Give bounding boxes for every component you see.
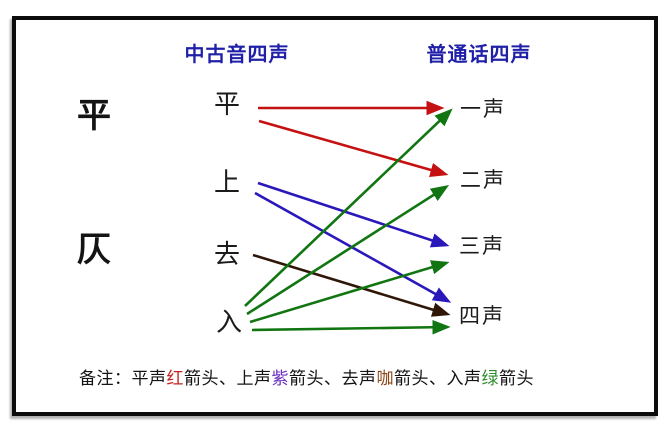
mandarin-tone-tone4: 四声: [459, 304, 505, 328]
note-segment-7: 绿: [481, 369, 499, 388]
label-ze-oblique-tone: 仄: [77, 232, 111, 269]
mandarin-tone-tone2: 二声: [460, 168, 506, 192]
mandarin-tone-tone3: 三声: [459, 234, 505, 258]
note-segment-8: 箭头: [499, 369, 534, 388]
arrow-去-to-四声: [252, 253, 451, 317]
note-segment-0: 备注：平声: [79, 369, 167, 388]
arrow-入-to-一声: [244, 108, 453, 307]
middle-tone-ping: 平: [214, 90, 241, 119]
note-segment-1: 红: [166, 369, 184, 388]
note-segment-5: 咖: [376, 369, 394, 388]
header-mandarin-tones: 普通话四声: [426, 44, 532, 66]
note-segment-3: 紫: [271, 369, 289, 388]
arrow-上-to-三声: [257, 181, 450, 248]
middle-tone-shang: 上: [214, 168, 241, 197]
note-segment-6: 箭头、入声: [394, 369, 482, 388]
header-middle-chinese-tones: 中古音四声: [184, 44, 290, 66]
legend-note: 备注：平声红箭头、上声紫箭头、去声咖箭头、入声绿箭头: [79, 369, 534, 389]
label-ping-level-tone: 平: [77, 98, 111, 135]
note-segment-4: 箭头、去声: [289, 369, 377, 388]
note-segment-2: 箭头、上声: [184, 369, 272, 388]
arrow-平-to-二声: [258, 119, 449, 178]
arrow-入-to-三声: [249, 260, 450, 324]
arrow-入-to-四声: [251, 319, 451, 335]
middle-tone-ru: 入: [216, 308, 243, 337]
mandarin-tone-tone1: 一声: [460, 97, 506, 121]
middle-tone-qu: 去: [214, 240, 241, 269]
arrow-入-to-二声: [246, 185, 450, 316]
